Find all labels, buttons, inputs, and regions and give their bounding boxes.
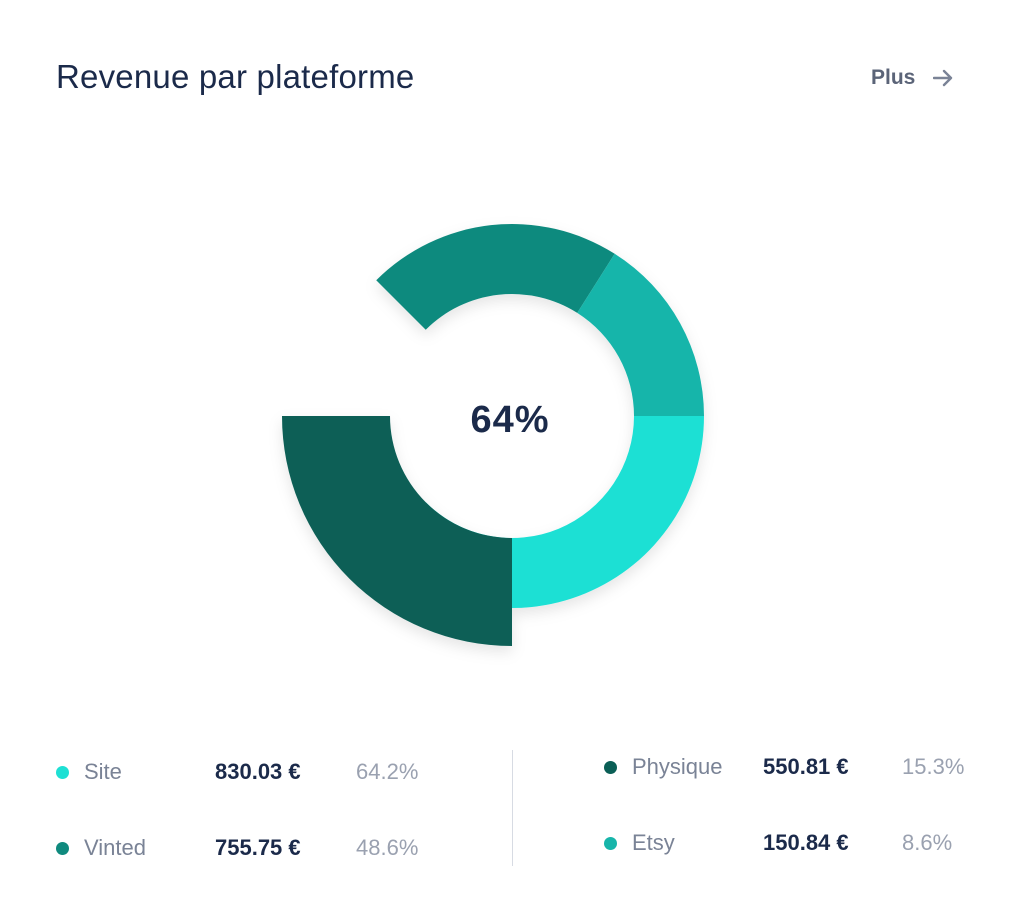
legend-amount: 830.03 € bbox=[215, 759, 301, 784]
legend-dot-vinted bbox=[56, 842, 69, 855]
legend-dot-physique bbox=[604, 761, 617, 774]
legend-percent: 8.6% bbox=[902, 830, 953, 855]
donut-slice-etsy[interactable] bbox=[577, 253, 704, 416]
card-title: Revenue par plateforme bbox=[56, 58, 415, 95]
legend-percent: 15.3% bbox=[902, 754, 965, 779]
legend-name: Etsy bbox=[632, 830, 675, 855]
donut-slice-physique[interactable] bbox=[282, 416, 512, 646]
legend-dot-site bbox=[56, 766, 69, 779]
legend-name: Physique bbox=[632, 754, 723, 779]
legend-amount: 150.84 € bbox=[763, 830, 849, 855]
donut-slice-vinted[interactable] bbox=[376, 224, 615, 330]
legend-divider bbox=[512, 750, 513, 866]
legend-name: Vinted bbox=[84, 835, 146, 860]
arrow-right-icon bbox=[933, 69, 953, 87]
more-link[interactable]: Plus bbox=[871, 66, 953, 90]
more-label: Plus bbox=[871, 66, 916, 89]
center-percentage: 64% bbox=[470, 399, 549, 441]
legend-percent: 64.2% bbox=[356, 759, 419, 784]
legend-amount: 755.75 € bbox=[215, 835, 301, 860]
legend-amount: 550.81 € bbox=[763, 754, 849, 779]
legend-name: Site bbox=[84, 759, 122, 784]
legend-percent: 48.6% bbox=[356, 835, 419, 860]
legend-dot-etsy bbox=[604, 837, 617, 850]
